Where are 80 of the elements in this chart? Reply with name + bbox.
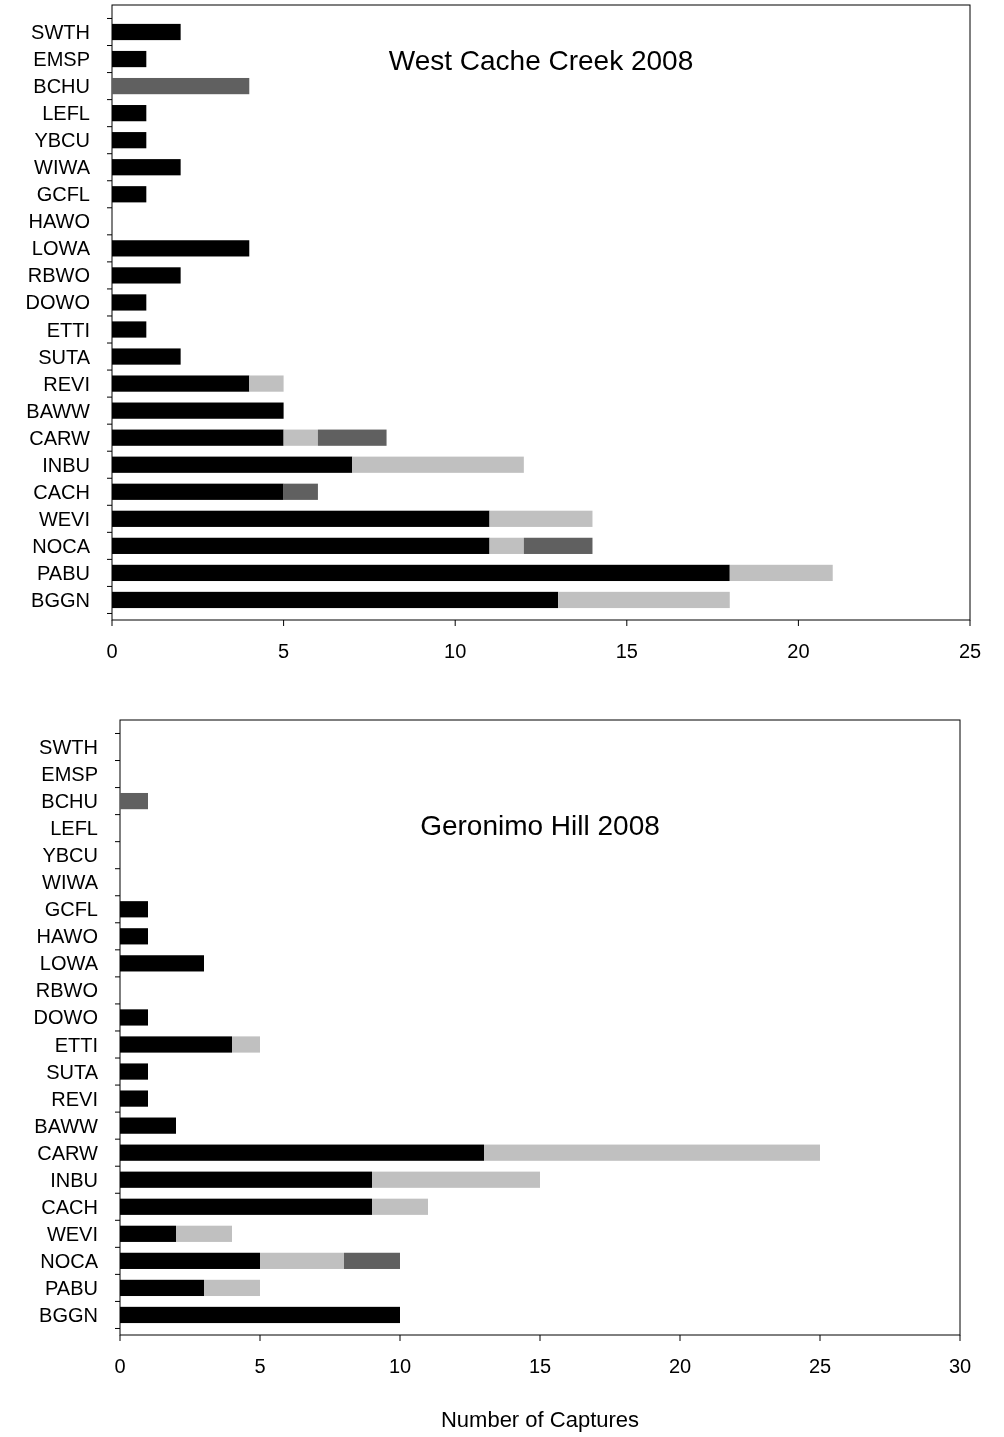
y-tick-label: BCHU [33,75,90,98]
y-tick-label: INBU [50,1168,98,1191]
y-tick-label: GCFL [36,183,90,206]
text: Geronimo Hill 2008 [420,809,660,841]
y-tick-label: RBWO [35,979,98,1002]
y-tick-label: SUTA [38,345,91,368]
x-tick-label: 20 [787,640,810,662]
y-tick-label: WEVI [38,507,90,530]
y-tick-label: BGGN [39,1303,98,1326]
x-tick-label: 30 [948,1355,972,1377]
bar [372,1171,540,1188]
bar [249,375,284,392]
y-tick-label: LOWA [39,952,99,975]
bar [489,510,593,527]
x-tick-label: 25 [958,640,982,662]
x-tick-label: 10 [388,1355,412,1377]
bar [283,429,318,446]
bar [260,1252,344,1269]
x-tick-label: 15 [528,1355,552,1377]
y-tick-label: LOWA [31,237,91,260]
y-tick-label: BCHU [41,790,98,813]
x-tick-label: 15 [615,640,638,662]
y-tick-label: CARW [37,1141,99,1164]
bar [176,1225,232,1242]
bar [729,564,833,582]
bar [558,591,730,609]
text: West Cache Creek 2008 [388,44,694,76]
y-tick-label: PABU [37,561,90,584]
bar [204,1279,260,1297]
y-tick-label: WIWA [34,156,91,179]
y-tick-label: ETTI [46,318,90,341]
x-tick-label: 20 [668,1355,692,1377]
x-tick-label: 5 [278,640,290,662]
y-tick-label: REVI [43,372,90,395]
y-tick-label: YBCU [34,129,90,152]
y-tick-label: ETTI [54,1033,98,1056]
y-tick-label: CACH [41,1195,98,1218]
bar [120,792,148,810]
y-tick-label: BAWW [26,399,91,422]
bar [344,1252,400,1269]
y-tick-label: BGGN [31,588,90,611]
y-tick-label: REVI [51,1087,98,1110]
y-tick-label: HAWO [36,925,98,948]
x-tick-label: 0 [114,1355,126,1377]
y-tick-label: PABU [45,1276,98,1299]
y-tick-label: LEFL [42,102,90,125]
y-tick-label: CARW [29,426,91,449]
y-tick-label: LEFL [50,817,98,840]
y-tick-label: WEVI [46,1222,98,1245]
bar [112,77,250,95]
y-tick-label: NOCA [32,534,91,557]
bar [372,1198,428,1215]
x-tick-label: 10 [444,640,467,662]
y-tick-label: EMSP [33,48,90,71]
bar [283,483,318,500]
x-tick-label: 0 [106,640,118,662]
bar [489,537,524,554]
y-tick-label: DOWO [25,291,90,314]
y-tick-label: BAWW [34,1114,99,1137]
bar [232,1036,260,1053]
bar [523,537,593,554]
bar [352,456,524,473]
x-tick-label: 25 [808,1355,832,1377]
bar [484,1144,820,1161]
y-tick-label: GCFL [44,898,98,921]
y-tick-label: EMSP [41,763,98,786]
y-tick-label: HAWO [28,210,90,233]
y-tick-label: WIWA [42,871,99,894]
x-axis-title: Number of Captures [440,1407,640,1432]
y-tick-label: CACH [33,480,90,503]
x-tick-label: 5 [254,1355,266,1377]
y-tick-label: INBU [42,453,90,476]
y-tick-label: SWTH [31,21,90,43]
y-tick-label: YBCU [42,844,98,867]
bar [317,429,387,446]
y-tick-label: RBWO [27,264,90,287]
y-tick-label: DOWO [33,1006,98,1029]
y-tick-label: SWTH [39,736,98,758]
y-tick-label: NOCA [40,1249,99,1272]
y-tick-label: SUTA [46,1060,99,1083]
